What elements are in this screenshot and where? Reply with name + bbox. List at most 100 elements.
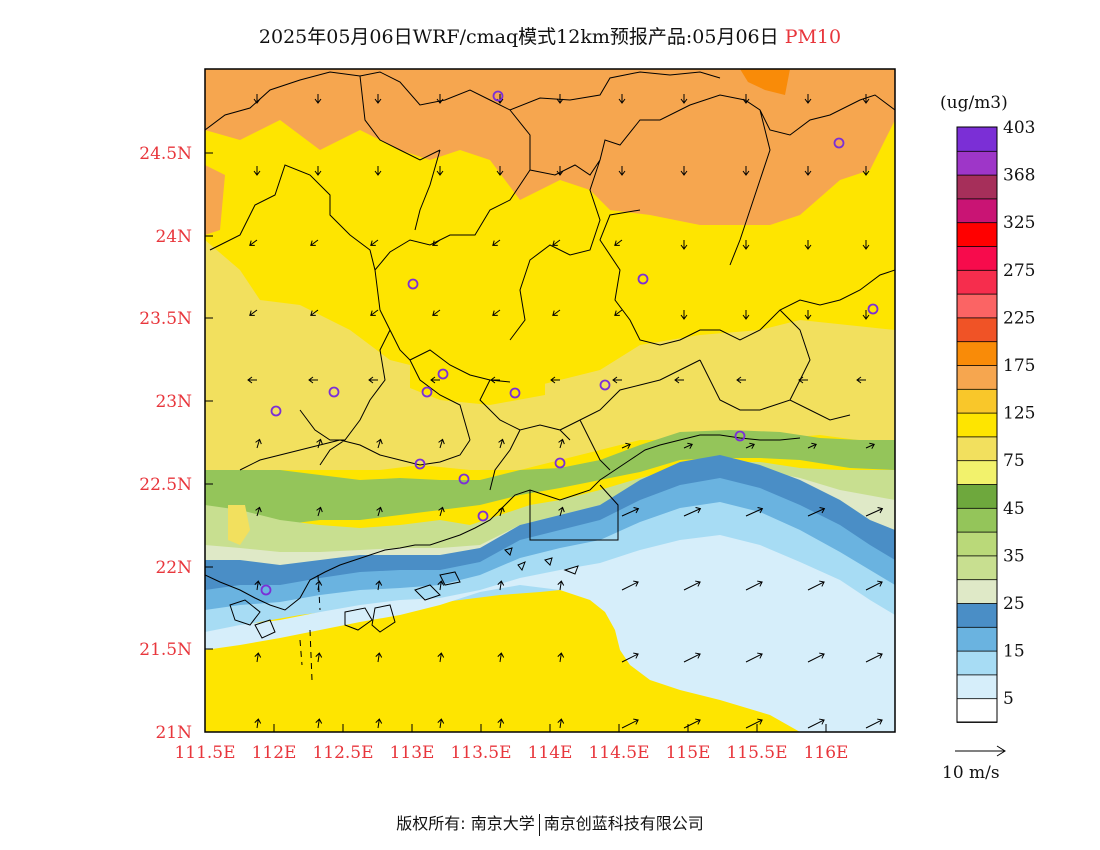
station-marker (492, 90, 504, 102)
colorbar-swatch (956, 555, 998, 581)
y-tick-label: 21.5N (139, 640, 192, 660)
colorbar-label: 325 (1003, 213, 1035, 233)
colorbar-swatch (956, 316, 998, 343)
wind-arrow (558, 438, 565, 449)
wind-arrow (497, 718, 505, 729)
wind-arrow (804, 310, 812, 320)
colorbar-frame (956, 126, 998, 723)
x-tick-label: 115.5E (726, 743, 787, 763)
wind-arrow (742, 240, 750, 250)
wind-arrow (804, 240, 812, 250)
field-45-band (205, 430, 895, 530)
wind-arrow (437, 718, 445, 729)
wind-arrow (804, 166, 812, 176)
wind-arrow (557, 580, 565, 591)
x-tick-label: 112.5E (312, 743, 373, 763)
colorbar-swatch (956, 483, 998, 509)
wind-arrow (614, 309, 623, 316)
colorbar-swatch (956, 340, 998, 366)
wind-arrow (680, 94, 688, 104)
wind-arrow (745, 652, 763, 663)
colorbar-label: 45 (1003, 499, 1025, 519)
station-marker (270, 405, 282, 417)
x-tick-label: 116E (804, 743, 849, 763)
wind-arrow (374, 94, 382, 104)
wind-arrow (438, 506, 445, 517)
wind-arrow (680, 240, 688, 250)
colorbar-swatch (956, 650, 998, 676)
wind-arrow (807, 718, 825, 729)
wind-arrow (376, 506, 383, 517)
wind-arrow (497, 652, 505, 663)
station-marker (407, 278, 419, 290)
field-175-band-west (205, 165, 225, 235)
station-marker (554, 457, 566, 469)
station-marker (421, 386, 433, 398)
station-marker (414, 458, 426, 470)
wind-arrow (496, 166, 504, 176)
footer: 版权所有: 南京大学 南京创蓝科技有限公司 (0, 810, 1100, 836)
wind-arrow (807, 442, 817, 449)
colorbar-swatch (956, 197, 998, 224)
wind-arrow (315, 718, 323, 729)
wind-arrow (492, 309, 501, 316)
station-marker (328, 386, 340, 398)
wind-arrow (745, 442, 755, 449)
station-marker (833, 137, 845, 149)
colorbar-swatch (956, 578, 998, 604)
field-225-band (740, 69, 790, 95)
wind-arrow (490, 376, 500, 384)
wind-arrow (255, 506, 262, 517)
y-axis: 24.5N 24N 23.5N 23N 22.5N 22N 21.5N 21N (139, 144, 213, 743)
wind-arrow (742, 310, 750, 320)
colorbar-label: 125 (1003, 404, 1035, 424)
colorbar-swatch (956, 126, 998, 152)
wind-arrow (374, 166, 382, 176)
colorbar-swatches (956, 126, 998, 723)
colorbar-swatch (956, 364, 998, 390)
map-title: 2025年05月06日WRF/cmaq模式12km预报产品:05月06日 PM1… (0, 22, 1100, 49)
wind-arrow (249, 239, 258, 246)
wind-arrow (680, 310, 688, 320)
colorbar-swatch (956, 221, 998, 247)
station-markers (260, 90, 879, 596)
title-pollutant: PM10 (784, 26, 842, 48)
x-tick-label: 113.5E (450, 743, 511, 763)
wind-arrow (254, 580, 262, 591)
wind-arrow (375, 718, 383, 729)
coastline (205, 434, 801, 639)
wind-arrow (798, 376, 808, 384)
colorbar-labels: 5 15 25 35 45 75 125 175 225 275 325 368 403 (1003, 118, 1035, 709)
wind-arrow (683, 718, 701, 729)
wind-arrow (438, 438, 445, 449)
wind-arrow (552, 239, 561, 246)
wind-arrow (742, 94, 750, 104)
colorbar-swatch (956, 602, 998, 628)
wind-arrow (310, 239, 319, 246)
wind-arrow (621, 718, 639, 729)
colorbar-swatch (956, 245, 998, 271)
wind-arrow (612, 376, 622, 384)
wind-arrow (432, 309, 441, 316)
station-marker (599, 379, 611, 391)
wind-arrow (432, 239, 441, 246)
wind-arrow (804, 94, 812, 104)
wind-arrow (556, 166, 564, 176)
wind-arrow (254, 652, 262, 663)
colorbar-swatch (956, 459, 998, 485)
y-tick-label: 24.5N (139, 144, 192, 164)
wind-arrow (614, 239, 623, 246)
wind-arrow (253, 94, 261, 104)
wind-arrow (314, 94, 322, 104)
wind-arrow (498, 438, 505, 449)
title-main: 2025年05月06日WRF/cmaq模式12km预报产品:05月06日 (258, 26, 779, 48)
y-tick-label: 23N (155, 392, 192, 412)
wind-arrow (680, 166, 688, 176)
colorbar-label: 35 (1003, 546, 1025, 566)
wind-arrow (370, 309, 379, 316)
wind-arrow (862, 94, 870, 104)
wind-arrow (865, 442, 875, 449)
wind-arrow (618, 94, 626, 104)
wind-arrow (621, 442, 631, 449)
wind-arrow (368, 376, 378, 384)
